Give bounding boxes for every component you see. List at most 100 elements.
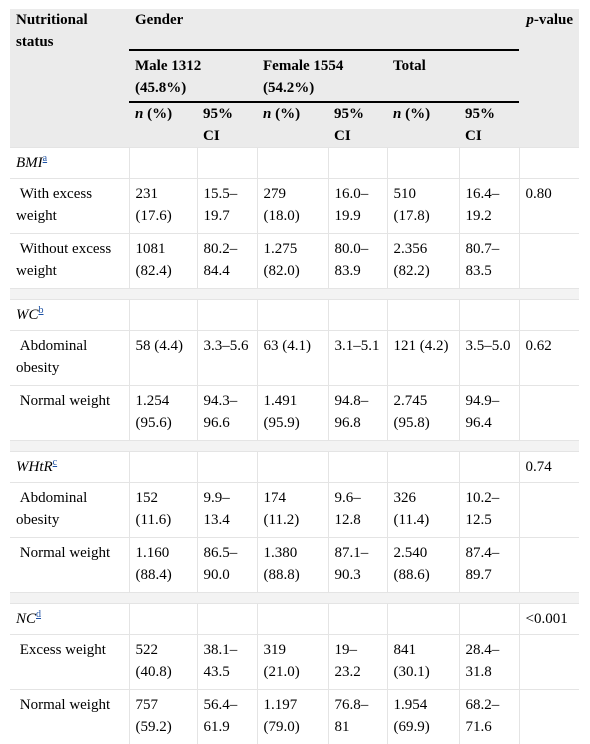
section-row: WCb <box>10 300 579 331</box>
footnote-link[interactable]: c <box>53 457 57 468</box>
empty-cell <box>459 452 519 483</box>
empty-cell <box>387 148 459 179</box>
spacer-cell <box>328 593 387 604</box>
table-cell: 510 (17.8) <box>387 179 459 234</box>
table-cell: 3.3–5.6 <box>197 331 257 386</box>
table-cell: 841 (30.1) <box>387 635 459 690</box>
header-male-n: n (%) <box>129 102 197 148</box>
spacer-cell <box>129 289 197 300</box>
row-label: Normal weight <box>10 386 129 441</box>
p-value-cell: 0.80 <box>519 179 579 234</box>
spacer-cell <box>519 289 579 300</box>
header-gender: Gender <box>129 9 519 50</box>
table-cell: 2.356 (82.2) <box>387 234 459 289</box>
table-cell: 2.745 (95.8) <box>387 386 459 441</box>
p-value-cell <box>519 148 579 179</box>
spacer-cell <box>197 441 257 452</box>
header-female-n: n (%) <box>257 102 328 148</box>
spacer-cell <box>459 441 519 452</box>
spacer-cell <box>387 441 459 452</box>
table-cell: 58 (4.4) <box>129 331 197 386</box>
table-cell: 94.9–96.4 <box>459 386 519 441</box>
table-cell: 757 (59.2) <box>129 690 197 744</box>
table-cell: 16.0–19.9 <box>328 179 387 234</box>
spacer-cell <box>519 593 579 604</box>
empty-cell <box>197 300 257 331</box>
row-label: Abdominal obesity <box>10 331 129 386</box>
empty-cell <box>129 148 197 179</box>
footnote-link[interactable]: a <box>43 153 47 164</box>
empty-cell <box>459 604 519 635</box>
spacer-cell <box>257 289 328 300</box>
spacer-cell <box>459 593 519 604</box>
empty-cell <box>257 148 328 179</box>
footnote-marker: b <box>39 305 44 316</box>
table-cell: 87.1–90.3 <box>328 538 387 593</box>
p-value-cell <box>519 300 579 331</box>
empty-cell <box>328 604 387 635</box>
header-male: Male 1312(45.8%) <box>129 50 257 102</box>
empty-cell <box>197 148 257 179</box>
empty-cell <box>328 300 387 331</box>
p-value-cell: 0.74 <box>519 452 579 483</box>
table-cell: 231 (17.6) <box>129 179 197 234</box>
table-cell: 326 (11.4) <box>387 483 459 538</box>
header-female-ci: 95% CI <box>328 102 387 148</box>
table-cell: 63 (4.1) <box>257 331 328 386</box>
empty-cell <box>257 300 328 331</box>
p-value-cell: 0.62 <box>519 331 579 386</box>
empty-cell <box>129 604 197 635</box>
spacer-cell <box>328 289 387 300</box>
table-cell: 80.2–84.4 <box>197 234 257 289</box>
table-cell: 94.3–96.6 <box>197 386 257 441</box>
table-cell: 38.1–43.5 <box>197 635 257 690</box>
table-cell: 3.5–5.0 <box>459 331 519 386</box>
row-label: With excess weight <box>10 179 129 234</box>
spacer-cell <box>10 441 129 452</box>
spacer-cell <box>257 593 328 604</box>
table-cell: 68.2–71.6 <box>459 690 519 744</box>
section-label-text: WHtR <box>16 459 53 475</box>
spacer-row <box>10 441 579 452</box>
empty-cell <box>129 300 197 331</box>
table-cell: 1.491 (95.9) <box>257 386 328 441</box>
row-label: Abdominal obesity <box>10 483 129 538</box>
spacer-cell <box>387 593 459 604</box>
spacer-cell <box>257 441 328 452</box>
footnote-marker: d <box>36 609 41 620</box>
spacer-row <box>10 593 579 604</box>
section-label-text: WC <box>16 307 39 323</box>
spacer-cell <box>197 289 257 300</box>
p-value-cell <box>519 635 579 690</box>
empty-cell <box>328 452 387 483</box>
table-cell: 522 (40.8) <box>129 635 197 690</box>
header-nutritional-status: Nutritional status <box>10 9 129 148</box>
table-cell: 15.5–19.7 <box>197 179 257 234</box>
header-male-ci: 95% CI <box>197 102 257 148</box>
table-cell: 121 (4.2) <box>387 331 459 386</box>
section-label: WHtRc <box>10 452 129 483</box>
table-cell: 3.1–5.1 <box>328 331 387 386</box>
spacer-row <box>10 289 579 300</box>
p-value-cell: <0.001 <box>519 604 579 635</box>
row-label: Normal weight <box>10 538 129 593</box>
table-cell: 1.380 (88.8) <box>257 538 328 593</box>
p-value-cell <box>519 234 579 289</box>
footnote-link[interactable]: b <box>39 305 44 316</box>
table-cell: 9.9–13.4 <box>197 483 257 538</box>
footnote-marker: c <box>53 457 57 468</box>
table-cell: 1.275 (82.0) <box>257 234 328 289</box>
footnote-link[interactable]: d <box>36 609 41 620</box>
table-cell: 1.954 (69.9) <box>387 690 459 744</box>
table-cell: 279 (18.0) <box>257 179 328 234</box>
footnote-marker: a <box>43 153 47 164</box>
header-p-value: p-value <box>519 9 579 148</box>
spacer-cell <box>129 441 197 452</box>
spacer-cell <box>519 441 579 452</box>
table-cell: 1081 (82.4) <box>129 234 197 289</box>
table-cell: 87.4–89.7 <box>459 538 519 593</box>
